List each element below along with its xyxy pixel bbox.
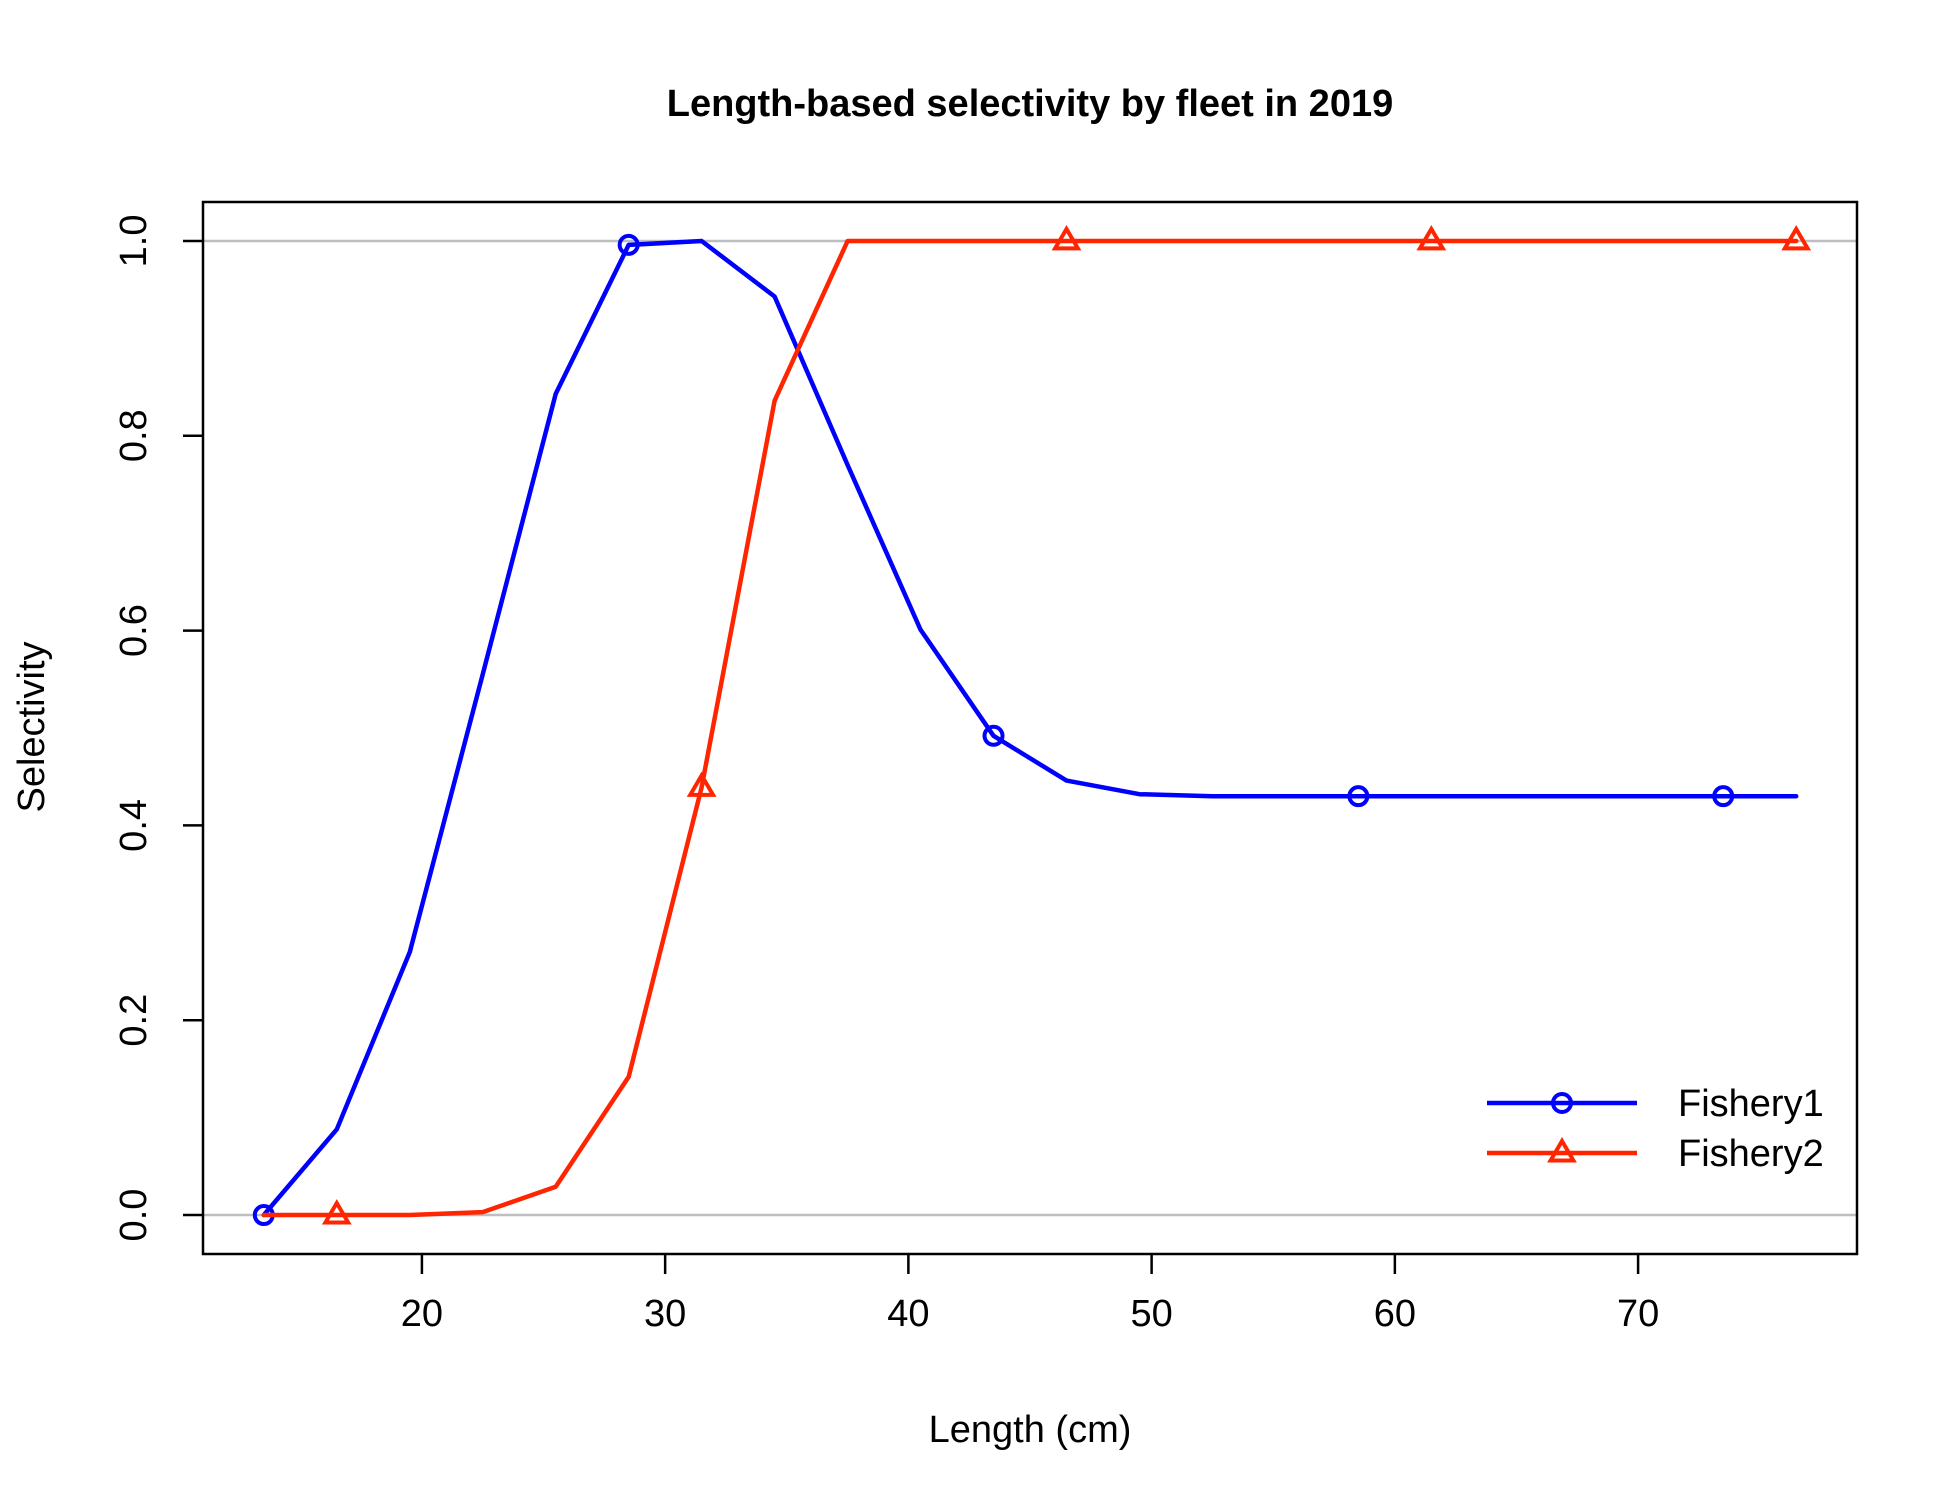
- y-tick-label-4: 0.8: [113, 409, 155, 462]
- data-point-fishery1-1: [617, 233, 640, 256]
- y-tick-label-5: 1.0: [113, 215, 155, 268]
- chart-title: Length-based selectivity by fleet in 201…: [667, 83, 1393, 125]
- x-tick-label-5: 70: [1617, 1293, 1659, 1335]
- data-point-fishery2-2: [1051, 225, 1082, 251]
- legend-label-fishery1: Fishery1: [1678, 1083, 1824, 1125]
- legend-marker-fishery1: [1551, 1092, 1573, 1114]
- data-point-fishery2-0: [321, 1199, 352, 1225]
- series-line-fishery1: [261, 238, 1799, 1218]
- y-axis-label: Selectivity: [11, 641, 53, 812]
- y-tick-label-2: 0.4: [113, 799, 155, 852]
- x-tick-label-4: 60: [1374, 1293, 1416, 1335]
- data-point-fishery2-3: [1416, 225, 1447, 251]
- data-point-fishery1-3: [1347, 785, 1370, 808]
- data-point-fishery1-4: [1712, 785, 1735, 808]
- series-line-fishery2: [261, 238, 1799, 1218]
- y-tick-label-1: 0.2: [113, 994, 155, 1047]
- y-tick-label-3: 0.6: [113, 604, 155, 657]
- legend-marker-fishery2: [1547, 1137, 1577, 1163]
- y-tick-label-0: 0.0: [113, 1189, 155, 1242]
- x-tick-label-2: 40: [887, 1293, 929, 1335]
- data-point-fishery2-4: [1781, 225, 1812, 251]
- data-point-fishery2-1: [686, 771, 717, 797]
- data-point-fishery1-2: [982, 724, 1005, 747]
- plot-frame: [201, 200, 1859, 1256]
- x-tick-label-1: 30: [644, 1293, 686, 1335]
- legend-label-fishery2: Fishery2: [1678, 1133, 1824, 1175]
- x-tick-label-0: 20: [401, 1293, 443, 1335]
- plot-area: 20 30 40 50 60 70 0.0 0.2 0.4 0.6 0.8 1.0 Fishery1 Fi…: [113, 200, 1859, 1335]
- x-axis-label: Length (cm): [929, 1409, 1132, 1451]
- x-tick-label-3: 50: [1130, 1293, 1172, 1335]
